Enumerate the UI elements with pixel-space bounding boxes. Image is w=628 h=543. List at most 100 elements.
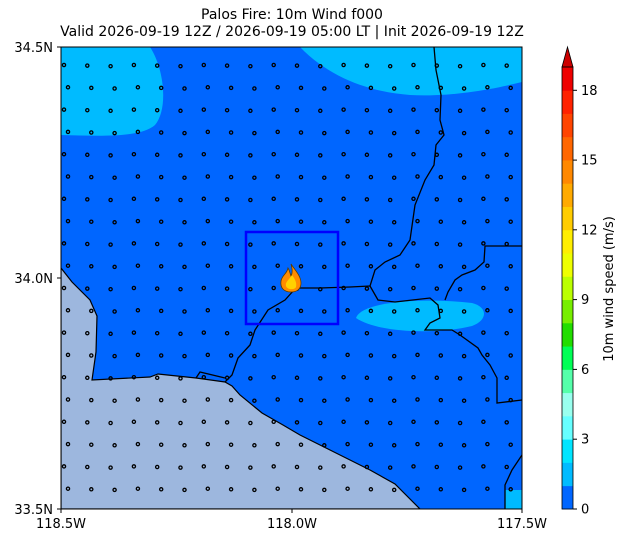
- wind-barb-dot: [364, 286, 370, 291]
- wind-barb-dot: [178, 376, 183, 381]
- wind-barb-dot: [65, 486, 71, 491]
- wind-barb-dot: [415, 397, 420, 402]
- wind-barb-dot: [65, 441, 71, 447]
- wind-barb-dot: [341, 62, 346, 68]
- wind-barb-dot: [224, 152, 230, 158]
- wind-barb-dot: [434, 464, 440, 470]
- wind-barb-dot: [108, 153, 113, 158]
- wind-barb-dot: [504, 464, 509, 470]
- wind-barb-dot: [411, 285, 416, 291]
- wind-barb-dot: [224, 286, 230, 291]
- wind-barb-dot: [294, 107, 300, 113]
- wind-barb-dot: [318, 63, 323, 69]
- wind-barb-dot: [108, 108, 113, 114]
- wind-barb-dot: [294, 330, 300, 336]
- wind-barb-dot: [481, 241, 486, 246]
- wind-barb-dot: [228, 487, 234, 492]
- ocean: [61, 267, 421, 509]
- wind-barb-dot: [411, 464, 416, 469]
- wind-barb-dot: [154, 197, 160, 202]
- wind-barb-dot: [275, 352, 280, 358]
- wind-barb-dot: [368, 85, 374, 91]
- wind-barb-dot: [135, 129, 141, 135]
- wind-barb-dot: [154, 464, 160, 470]
- wind-barb-dot: [252, 309, 257, 314]
- wind-barb-dot: [182, 309, 187, 314]
- wind-barb-dot: [457, 108, 463, 114]
- wind-barb-dot: [228, 85, 234, 91]
- wind-barb-dot: [461, 86, 467, 91]
- wind-barb-dot: [271, 464, 276, 469]
- wind-barb-dot: [158, 487, 164, 492]
- wind-barb-dot: [131, 464, 137, 469]
- wind-barb-dot: [158, 85, 164, 91]
- wind-barb-dot: [252, 353, 257, 359]
- wind-barb-dot: [205, 441, 211, 447]
- wind-barb-dot: [271, 374, 276, 380]
- colorbar-tick-label: 3: [581, 433, 589, 448]
- wind-barb-dot: [368, 130, 374, 135]
- wind-barb-dot: [275, 397, 280, 402]
- wind-barb-dot: [411, 374, 416, 380]
- colorbar-segment: [562, 276, 573, 301]
- y-tick-label: 34.5N: [14, 41, 53, 56]
- wind-barb-dot: [61, 330, 67, 335]
- wind-barb-dot: [415, 263, 420, 268]
- wind-barb-dot: [65, 218, 71, 224]
- wind-barb-dot: [368, 174, 374, 180]
- colorbar-tick-label: 9: [581, 293, 589, 308]
- wind-barb-dot: [252, 398, 257, 403]
- wind-barb-dot: [228, 264, 234, 269]
- wind-barb-dot: [271, 285, 276, 291]
- wind-barb-dot: [341, 151, 346, 157]
- wind-barb-dot: [65, 85, 71, 90]
- wind-barb-dot: [438, 487, 444, 492]
- wind-barb-dot: [415, 486, 420, 491]
- wind-barb-dot: [508, 85, 513, 91]
- wind-barb-dot: [434, 107, 440, 113]
- wind-barbs: [61, 62, 513, 493]
- colorbar-extend-arrow: [561, 45, 574, 68]
- wind-barb-dot: [89, 130, 94, 135]
- wind-barb-dot: [182, 175, 187, 180]
- wind-barb-dot: [178, 420, 183, 426]
- wind-barb-dot: [457, 331, 463, 337]
- wind-barb-dot: [294, 152, 300, 158]
- wind-barb-dot: [108, 420, 113, 426]
- wind-barb-dot: [341, 241, 346, 246]
- wind-barb-dot: [158, 442, 164, 447]
- wind-barb-dot: [341, 196, 346, 202]
- wind-barb-dot: [364, 152, 370, 158]
- wind-barb-dot: [85, 107, 90, 113]
- wind-barb-dot: [89, 397, 94, 403]
- wind-barb-dot: [457, 153, 463, 158]
- wind-barb-dot: [387, 465, 393, 470]
- wind-barb-dot: [387, 63, 393, 69]
- wind-barb-dot: [485, 441, 490, 447]
- wind-barb-dot: [457, 242, 463, 247]
- wind-barb-dot: [85, 464, 90, 470]
- wind-barb-dot: [154, 152, 160, 158]
- wind-barb-dot: [457, 376, 463, 381]
- wind-barb-dot: [112, 398, 117, 403]
- wind-barb-dot: [201, 241, 207, 246]
- wind-barb-dot: [252, 175, 257, 180]
- wind-barb-dot: [205, 486, 211, 491]
- wind-barb-dot: [89, 442, 94, 447]
- wind-barb-dot: [154, 375, 160, 381]
- wind-barb-dot: [178, 63, 183, 69]
- wind-barb-dot: [158, 264, 164, 269]
- wind-barb-dot: [108, 376, 113, 381]
- wind-barb-dot: [89, 85, 94, 91]
- map-subtitle: Valid 2026-09-19 12Z / 2026-09-19 05:00 …: [60, 24, 524, 40]
- wind-barb-dot: [108, 197, 113, 203]
- wind-barb-dot: [322, 309, 327, 314]
- wind-barb-dot: [461, 443, 467, 448]
- wind-barb-dot: [271, 62, 276, 68]
- wind-patch-north: [300, 47, 522, 96]
- wind-barb-dot: [298, 442, 304, 447]
- wind-barb-dot: [438, 219, 444, 224]
- wind-barb-dot: [112, 443, 117, 448]
- wind-barb-dot: [318, 153, 323, 158]
- wind-barb-dot: [85, 152, 90, 158]
